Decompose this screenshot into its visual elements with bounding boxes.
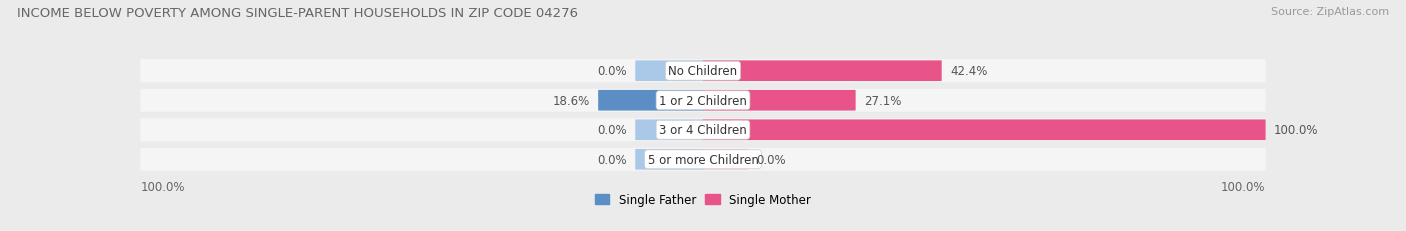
Text: 0.0%: 0.0% bbox=[756, 153, 786, 166]
FancyBboxPatch shape bbox=[141, 89, 1265, 112]
Text: 0.0%: 0.0% bbox=[598, 65, 627, 78]
Text: 3 or 4 Children: 3 or 4 Children bbox=[659, 124, 747, 137]
FancyBboxPatch shape bbox=[703, 61, 942, 82]
FancyBboxPatch shape bbox=[703, 120, 1265, 140]
Text: 18.6%: 18.6% bbox=[553, 94, 591, 107]
Text: 27.1%: 27.1% bbox=[863, 94, 901, 107]
Text: 42.4%: 42.4% bbox=[950, 65, 987, 78]
Text: 100.0%: 100.0% bbox=[1220, 180, 1265, 193]
Text: INCOME BELOW POVERTY AMONG SINGLE-PARENT HOUSEHOLDS IN ZIP CODE 04276: INCOME BELOW POVERTY AMONG SINGLE-PARENT… bbox=[17, 7, 578, 20]
FancyBboxPatch shape bbox=[141, 60, 1265, 83]
Text: No Children: No Children bbox=[668, 65, 738, 78]
Text: 5 or more Children: 5 or more Children bbox=[648, 153, 758, 166]
FancyBboxPatch shape bbox=[703, 149, 748, 170]
FancyBboxPatch shape bbox=[703, 91, 856, 111]
FancyBboxPatch shape bbox=[141, 119, 1265, 142]
Legend: Single Father, Single Mother: Single Father, Single Mother bbox=[591, 188, 815, 210]
Text: 100.0%: 100.0% bbox=[141, 180, 186, 193]
FancyBboxPatch shape bbox=[636, 61, 703, 82]
FancyBboxPatch shape bbox=[636, 149, 703, 170]
FancyBboxPatch shape bbox=[141, 148, 1265, 171]
FancyBboxPatch shape bbox=[598, 91, 703, 111]
FancyBboxPatch shape bbox=[636, 120, 703, 140]
Text: Source: ZipAtlas.com: Source: ZipAtlas.com bbox=[1271, 7, 1389, 17]
Text: 0.0%: 0.0% bbox=[598, 124, 627, 137]
Text: 0.0%: 0.0% bbox=[598, 153, 627, 166]
Text: 1 or 2 Children: 1 or 2 Children bbox=[659, 94, 747, 107]
Text: 100.0%: 100.0% bbox=[1274, 124, 1319, 137]
